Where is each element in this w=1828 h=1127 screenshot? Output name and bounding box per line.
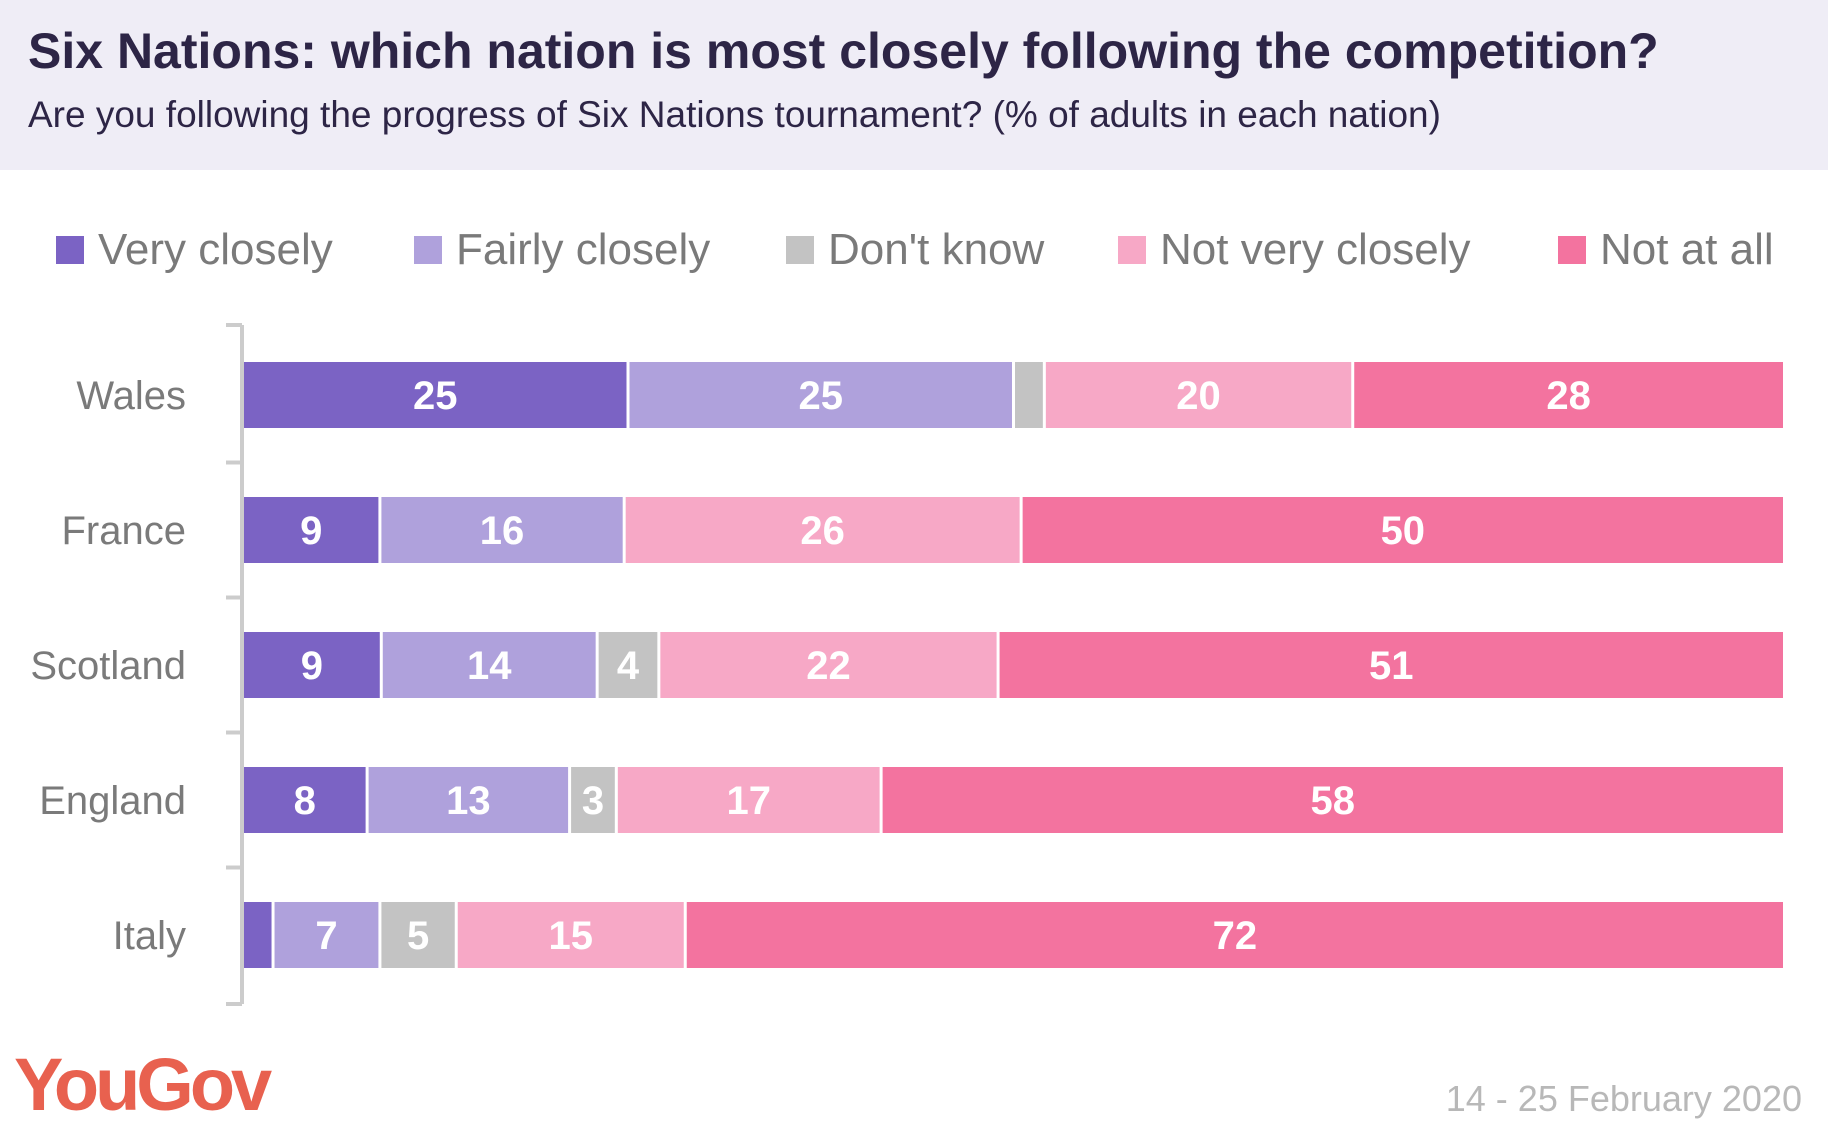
category-label: England [39,779,186,823]
data-label: 72 [1213,914,1258,958]
legend-swatch [786,236,814,264]
data-label: 5 [407,914,429,958]
data-label: 20 [1176,374,1221,418]
data-label: 7 [315,914,337,958]
category-label: Italy [113,914,186,958]
legend-swatch [414,236,442,264]
data-label: 13 [446,779,491,823]
date-range: 14 - 25 February 2020 [1445,1078,1802,1119]
category-label: Wales [76,374,186,418]
data-label: 15 [548,914,593,958]
bar-segment [617,767,880,833]
bar-segment [1045,362,1352,428]
data-label: 17 [726,779,771,823]
data-label: 51 [1369,644,1414,688]
bar-segment [382,632,596,698]
bar-segment [571,767,615,833]
bar-segment [244,497,379,563]
data-label: 16 [480,509,525,553]
bar-segment [244,767,366,833]
bar-segment [1022,497,1783,563]
data-label: 3 [582,779,604,823]
bar-segment [368,767,569,833]
category-label: France [62,509,187,553]
legend-label: Very closely [98,225,333,274]
data-label: 58 [1311,779,1356,823]
bar-segment [274,902,379,968]
bar-segment [381,497,623,563]
bar-segment [457,902,684,968]
legend-label: Fairly closely [456,225,711,274]
bar-segment [1354,362,1783,428]
legend-swatch [1118,236,1146,264]
data-label: 28 [1546,374,1591,418]
legend-label: Not very closely [1160,225,1471,274]
data-label: 22 [806,644,851,688]
legend-swatch [1558,236,1586,264]
data-label: 14 [467,644,512,688]
bar-segment [1015,362,1043,428]
data-label: 25 [799,374,844,418]
data-label: 9 [301,644,323,688]
data-label: 4 [617,644,640,688]
bar-segment [882,767,1783,833]
data-label: 26 [800,509,845,553]
bar-segment [625,497,1020,563]
legend-swatch [56,236,84,264]
bar-segment [381,902,455,968]
category-label: Scotland [30,644,186,688]
chart-title: Six Nations: which nation is most closel… [28,23,1659,79]
bar-segment [244,902,272,968]
data-label: 9 [300,509,322,553]
bar-segment [686,902,1784,968]
bar-segment [244,632,380,698]
header-band: Six Nations: which nation is most closel… [0,0,1828,170]
bar-segment [999,632,1783,698]
yougov-logo: YouGov [14,1043,272,1126]
data-label: 50 [1381,509,1426,553]
bar-segment [629,362,1012,428]
data-label: 25 [413,374,458,418]
data-label: 8 [294,779,316,823]
bar-segment [244,362,627,428]
legend-label: Don't know [828,225,1045,274]
legend: Very closely Fairly closely Don't know N… [0,222,1828,278]
legend-label: Not at all [1600,225,1774,274]
bar-segment [660,632,997,698]
bar-segment [598,632,658,698]
chart-subtitle: Are you following the progress of Six Na… [28,94,1441,135]
